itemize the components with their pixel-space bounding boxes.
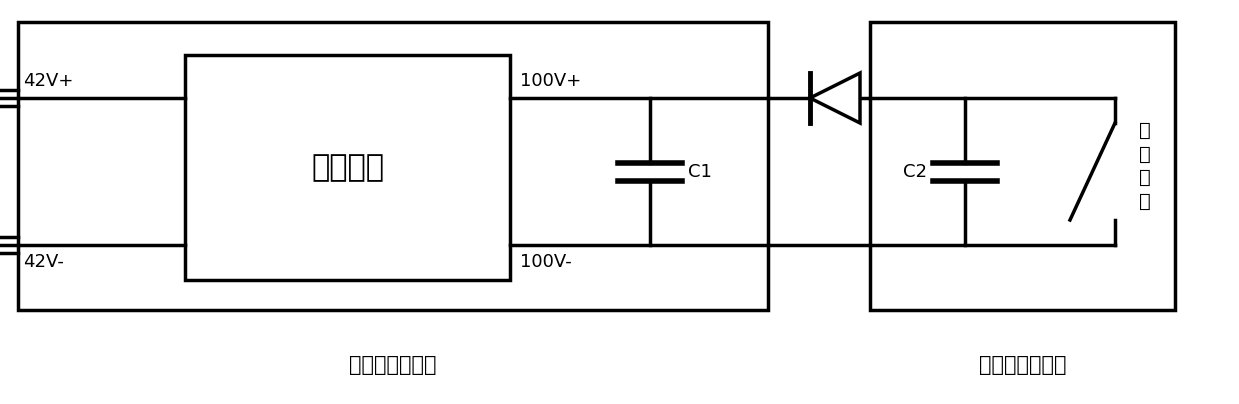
Bar bbox=[185, 55, 510, 280]
Text: 100V+: 100V+ bbox=[520, 72, 581, 90]
Text: 100V-: 100V- bbox=[520, 253, 571, 271]
Text: 激光载荷配电器: 激光载荷配电器 bbox=[349, 355, 437, 375]
Bar bbox=[870, 22, 1175, 310]
Polygon shape bbox=[810, 73, 860, 123]
Text: C1: C1 bbox=[688, 163, 712, 181]
Text: 载
荷
取
电: 载 荷 取 电 bbox=[1139, 121, 1151, 211]
Text: 载荷功放驱动器: 载荷功放驱动器 bbox=[979, 355, 1067, 375]
Text: 功率电路: 功率电路 bbox=[311, 153, 384, 182]
Text: 42V-: 42V- bbox=[24, 253, 64, 271]
Text: C2: C2 bbox=[903, 163, 927, 181]
Text: 42V+: 42V+ bbox=[24, 72, 73, 90]
Bar bbox=[19, 22, 768, 310]
